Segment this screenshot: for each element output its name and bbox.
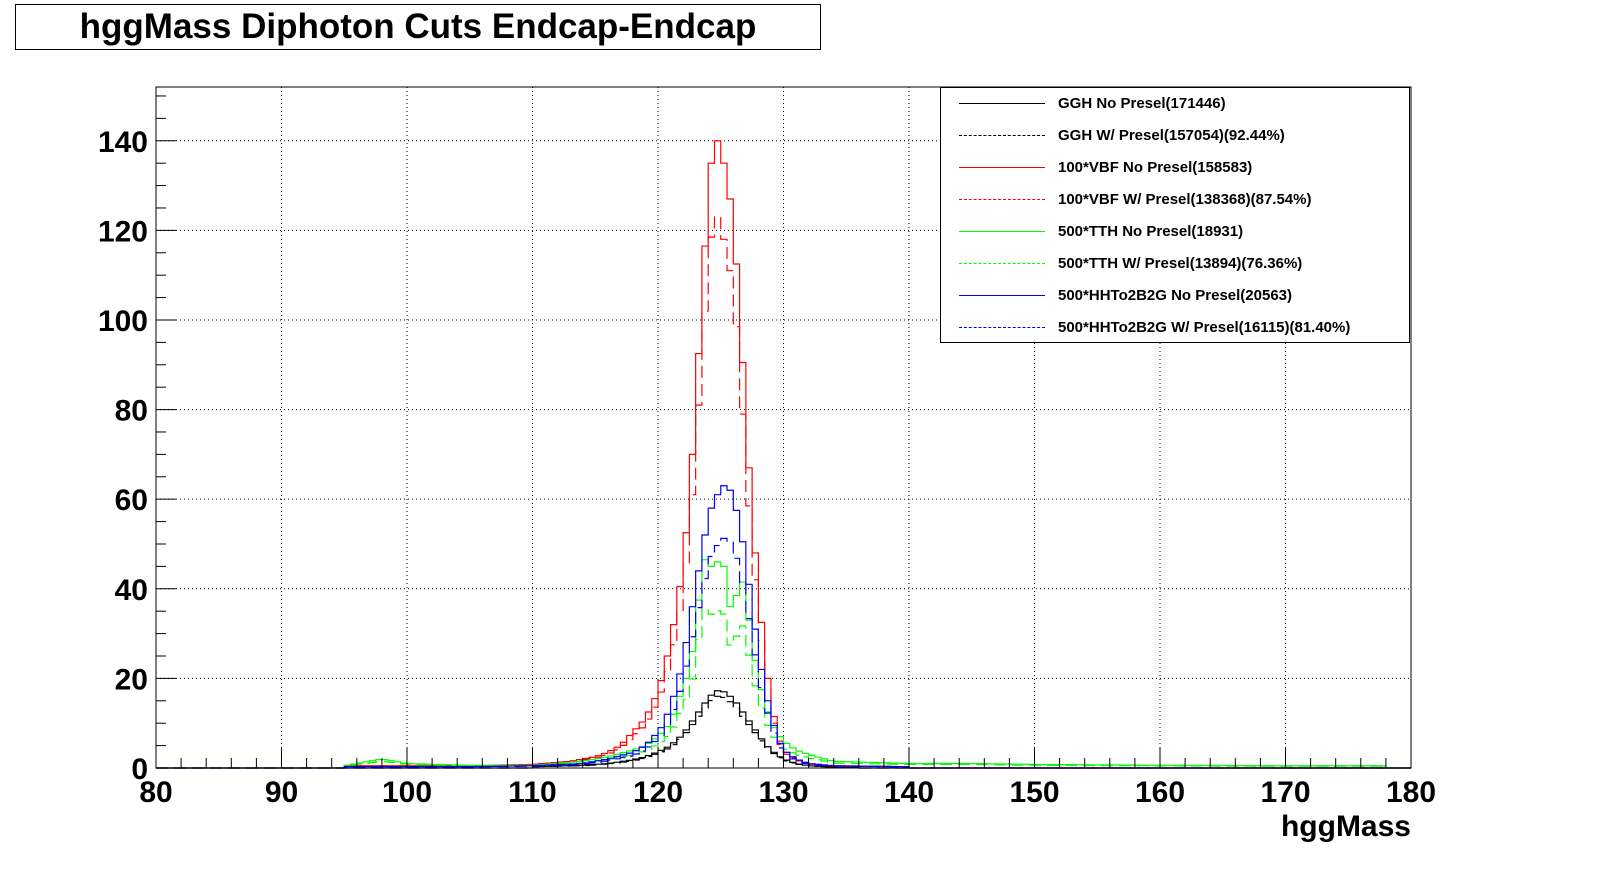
legend-label: 500*TTH W/ Presel(13894)(76.36%) xyxy=(1058,255,1303,272)
x-tick-label: 90 xyxy=(265,776,298,809)
legend-entry: GGH No Presel(171446) xyxy=(941,88,1409,120)
x-tick-label: 170 xyxy=(1260,776,1310,809)
legend-label: 100*VBF No Presel(158583) xyxy=(1058,159,1253,176)
legend: GGH No Presel(171446) GGH W/ Presel(15705… xyxy=(940,87,1410,343)
legend-swatch xyxy=(959,327,1045,328)
y-tick-label: 60 xyxy=(115,484,148,517)
x-tick-label: 110 xyxy=(508,776,556,809)
legend-swatch xyxy=(959,231,1045,232)
y-tick-label: 120 xyxy=(98,215,148,248)
axes: 80 90 100 110 120 130 140 150 160 170 180 0 20 40 60 80… xyxy=(98,95,1436,809)
y-tick-label: 40 xyxy=(115,574,148,607)
chart-title: hggMass Diphoton Cuts Endcap-Endcap xyxy=(15,4,821,50)
legend-entry: 500*TTH W/ Presel(13894)(76.36%) xyxy=(941,248,1409,280)
legend-entry: 500*HHTo2B2G No Presel(20563) xyxy=(941,280,1409,312)
y-tick-label: 0 xyxy=(131,753,148,786)
series-line-8 xyxy=(156,537,1411,769)
y-tick-label: 20 xyxy=(115,663,148,696)
x-axis-label: hggMass xyxy=(1281,810,1411,843)
legend-label: GGH W/ Presel(157054)(92.44%) xyxy=(1058,127,1285,144)
x-tick-label: 180 xyxy=(1386,776,1436,809)
legend-label: 500*HHTo2B2G No Presel(20563) xyxy=(1058,287,1292,304)
legend-entry: GGH W/ Presel(157054)(92.44%) xyxy=(941,120,1409,152)
legend-label: GGH No Presel(171446) xyxy=(1058,95,1226,112)
legend-label: 500*HHTo2B2G W/ Presel(16115)(81.40%) xyxy=(1058,319,1351,336)
x-tick-label: 140 xyxy=(884,776,934,809)
series-line-6 xyxy=(156,608,1411,769)
legend-swatch xyxy=(959,295,1045,296)
x-tick-label: 130 xyxy=(758,776,808,809)
x-tick-label: 100 xyxy=(382,776,432,809)
legend-entry: 100*VBF No Presel(158583) xyxy=(941,152,1409,184)
x-tick-label: 120 xyxy=(633,776,683,809)
y-tick-label: 100 xyxy=(98,305,148,338)
legend-entry: 500*HHTo2B2G W/ Presel(16115)(81.40%) xyxy=(941,312,1409,344)
legend-label: 100*VBF W/ Presel(138368)(87.54%) xyxy=(1058,191,1312,208)
grid-lines xyxy=(156,87,1411,768)
legend-swatch xyxy=(959,135,1045,136)
x-tick-label: 150 xyxy=(1009,776,1059,809)
legend-entry: 500*TTH No Presel(18931) xyxy=(941,216,1409,248)
x-tick-label: 160 xyxy=(1135,776,1185,809)
legend-swatch xyxy=(959,103,1045,104)
series-line-7 xyxy=(156,485,1411,769)
series-line-2 xyxy=(156,695,1411,769)
legend-swatch xyxy=(959,199,1045,200)
x-tick-label: 80 xyxy=(139,776,172,809)
legend-swatch xyxy=(959,263,1045,264)
legend-swatch xyxy=(959,167,1045,168)
legend-entry: 100*VBF W/ Presel(138368)(87.54%) xyxy=(941,184,1409,216)
y-tick-label: 140 xyxy=(98,126,148,159)
legend-label: 500*TTH No Presel(18931) xyxy=(1058,223,1244,240)
y-tick-label: 80 xyxy=(115,395,148,428)
